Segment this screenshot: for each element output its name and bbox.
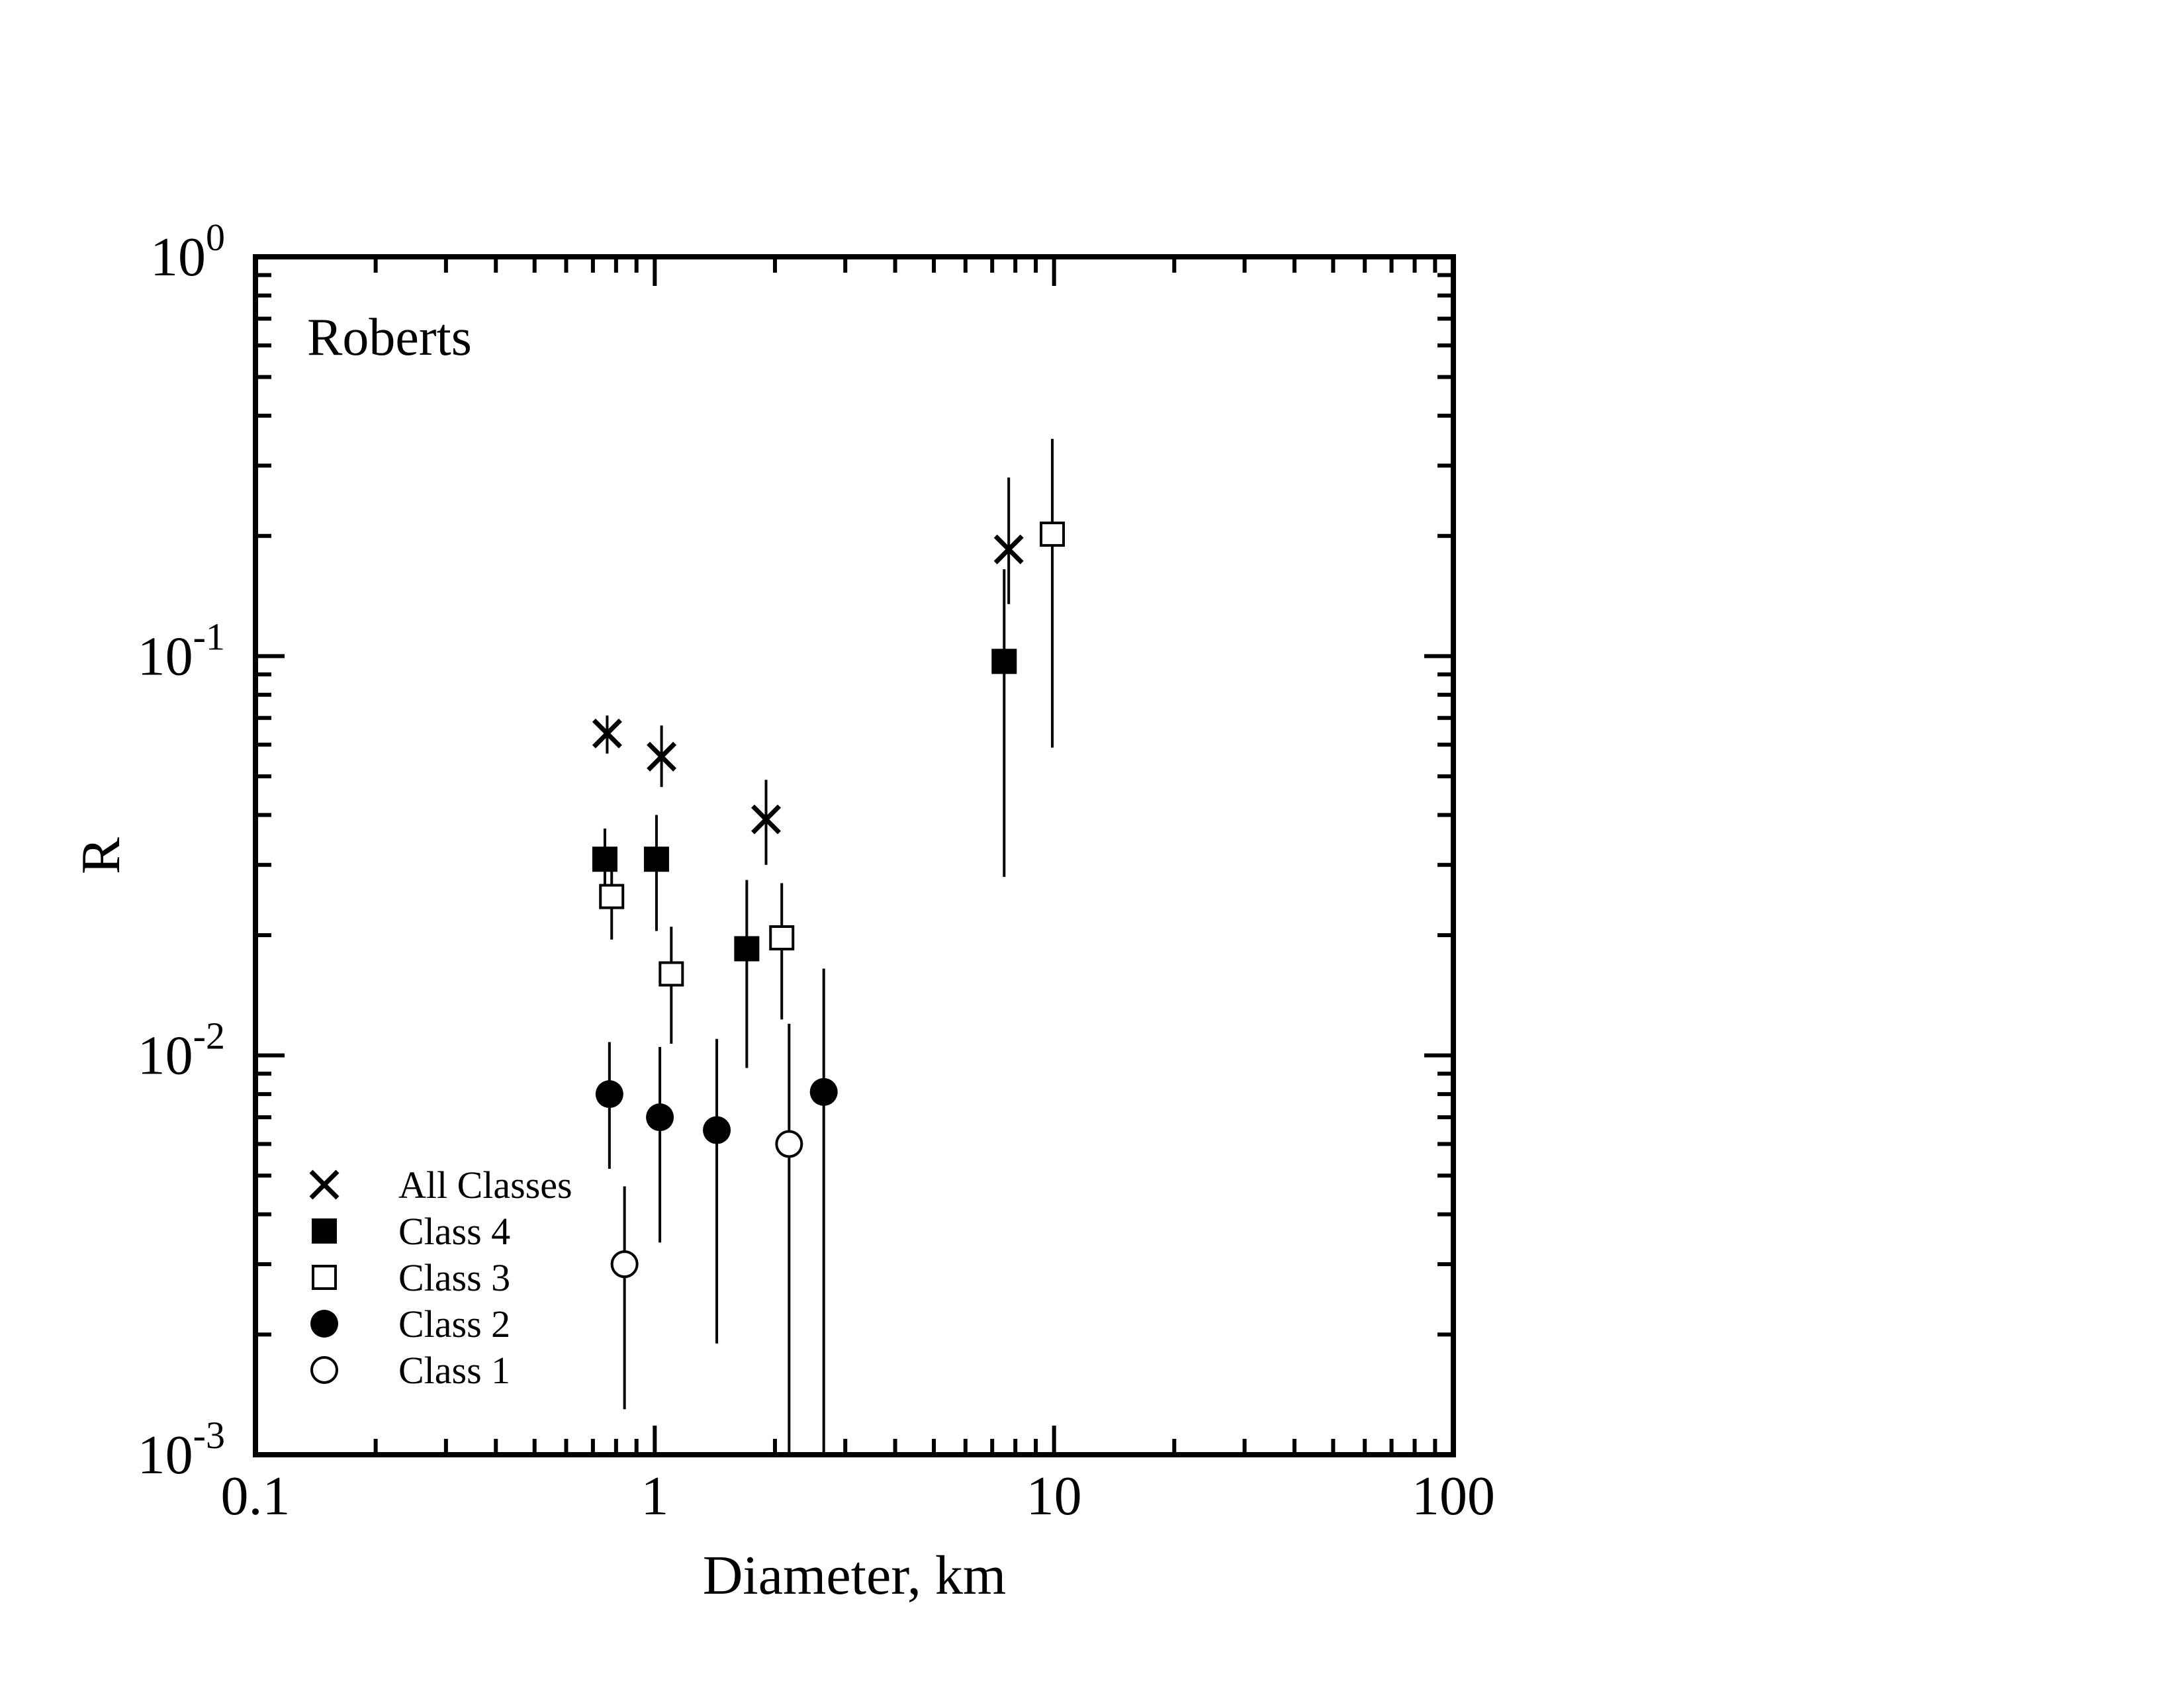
data-point: [1040, 522, 1066, 547]
x-stroke: [751, 804, 781, 835]
x-stroke: [647, 741, 677, 772]
error-bars: [603, 439, 1054, 1455]
plot-frame: [253, 254, 1456, 1457]
y-tick-label: 10-3: [138, 1414, 225, 1486]
legend-label: Class 2: [398, 1303, 510, 1346]
data-point: [646, 1103, 674, 1132]
legend-label: Class 3: [398, 1256, 510, 1299]
data-point: [734, 936, 760, 962]
x-stroke: [592, 718, 622, 749]
data-point: [659, 961, 684, 987]
y-tick-label-base: 10: [150, 226, 206, 288]
data-point: [993, 534, 1024, 565]
y-tick-label-exponent: -1: [193, 615, 225, 658]
legend-label: Class 4: [398, 1210, 510, 1253]
legend-label: Class 1: [398, 1349, 510, 1392]
y-tick-label-base: 10: [138, 1025, 193, 1087]
data-point: [769, 925, 795, 951]
data-point: [643, 846, 669, 872]
chart-annotation: Roberts: [307, 308, 472, 367]
x-tick-label: 0.1: [221, 1465, 291, 1527]
data-point: [991, 649, 1017, 674]
data-point: [703, 1116, 731, 1144]
y-axis-title: R: [70, 837, 132, 874]
y-tick-label-exponent: -3: [193, 1414, 225, 1457]
y-tick-label-base: 10: [138, 1424, 193, 1486]
y-tick-label-base: 10: [138, 625, 193, 687]
data-point: [595, 1080, 623, 1109]
legend-label: All Classes: [398, 1164, 572, 1207]
x-stroke: [993, 534, 1024, 565]
legend-marker: [309, 1169, 340, 1200]
legend-marker: [310, 1310, 338, 1338]
y-tick-label: 100: [150, 216, 225, 288]
data-point: [809, 1077, 838, 1106]
x-tick-label: 10: [1026, 1465, 1082, 1527]
data-point: [592, 846, 617, 872]
y-tick-label: 10-1: [138, 615, 225, 687]
data-point: [599, 884, 625, 909]
x-tick-label: 1: [641, 1465, 668, 1527]
data-point: [647, 741, 677, 772]
data-point: [775, 1130, 803, 1158]
x-axis-title: Diameter, km: [703, 1545, 1006, 1606]
legend-marker: [312, 1265, 337, 1290]
data-point: [751, 804, 781, 835]
legend-marker: [312, 1218, 337, 1244]
data-point: [610, 1250, 639, 1279]
data-point: [592, 718, 622, 749]
y-tick-label-exponent: 0: [206, 216, 225, 259]
y-tick-label-exponent: -2: [193, 1015, 225, 1058]
legend-marker: [310, 1356, 338, 1384]
x-stroke: [309, 1169, 340, 1200]
data-markers: [592, 522, 1066, 1279]
x-tick-label: 100: [1412, 1465, 1495, 1527]
y-tick-label: 10-2: [138, 1015, 225, 1087]
